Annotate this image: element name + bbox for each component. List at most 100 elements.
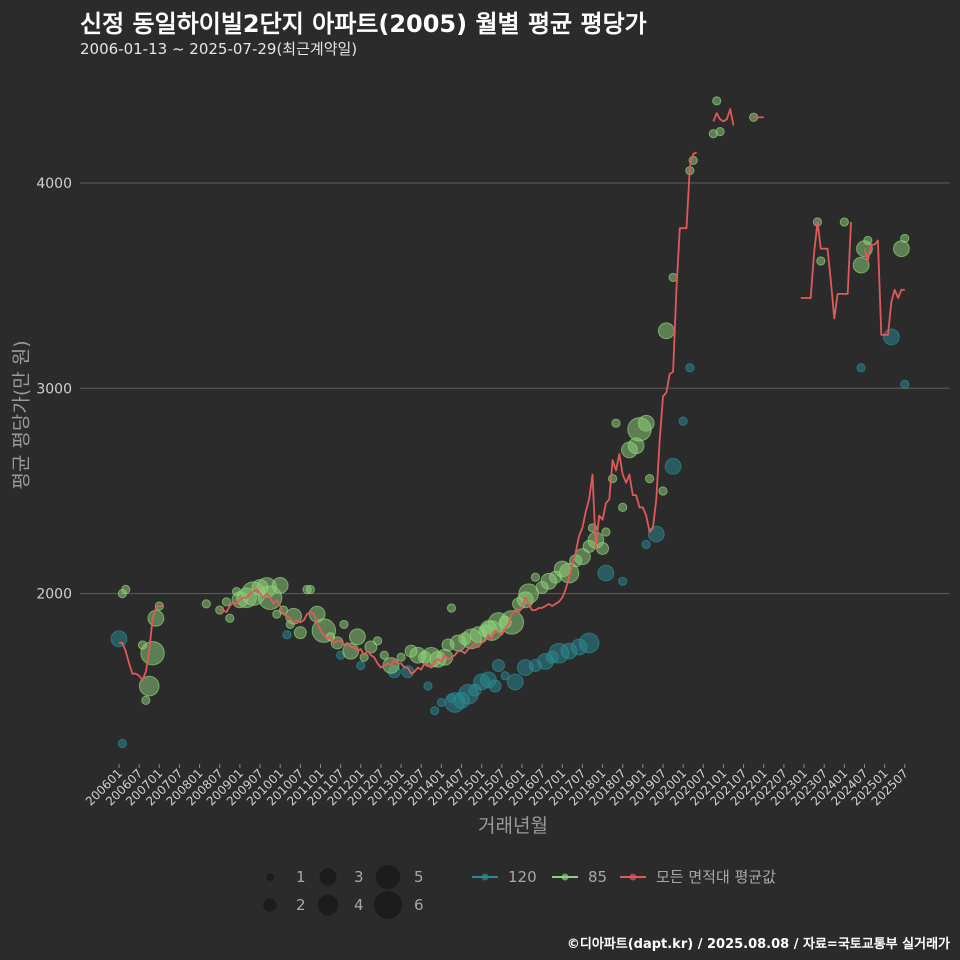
legend-size-circle: [263, 898, 277, 912]
point-85: [147, 609, 165, 627]
point-85: [396, 652, 406, 662]
chart-title: 신정 동일하이빌2단지 아파트(2005) 월별 평균 평당가: [80, 10, 647, 38]
y-tick-label: 2000: [36, 587, 72, 603]
y-axis-ticks: 2000 3000 4000: [36, 176, 72, 603]
point-120: [110, 630, 128, 648]
avg-line-segment: [119, 605, 163, 681]
point-85: [668, 272, 678, 283]
point-120: [500, 671, 510, 681]
point-120: [641, 539, 651, 549]
legend-marker: [481, 873, 489, 881]
point-85: [305, 584, 316, 595]
point-120: [900, 379, 910, 389]
point-120: [685, 363, 695, 373]
point-85: [349, 628, 366, 646]
point-120: [578, 632, 600, 654]
point-85: [658, 486, 668, 496]
avg-line-segment: [712, 108, 735, 126]
point-85: [121, 584, 131, 595]
point-85: [140, 640, 165, 666]
point-85: [271, 577, 289, 594]
series-120-points: [110, 328, 910, 749]
point-85: [611, 418, 621, 428]
avg-line-segment: [863, 239, 905, 336]
source-caption: ©디아파트(dapt.kr) / 2025.08.08 / 자료=국토교통부 실…: [566, 937, 950, 952]
x-axis-title: 거래년월: [478, 815, 548, 837]
y-tick-label: 4000: [36, 176, 72, 192]
point-85: [852, 256, 870, 274]
y-axis-title: 평균 평당가(만 원): [11, 340, 33, 489]
legend-marker: [561, 873, 569, 881]
point-85: [863, 235, 873, 246]
point-85: [379, 650, 389, 660]
point-85: [446, 603, 457, 613]
point-120: [597, 564, 615, 582]
point-120: [430, 706, 440, 716]
point-120: [647, 525, 665, 543]
point-120: [856, 363, 866, 373]
point-85: [618, 502, 628, 512]
legend-size-circle: [375, 864, 401, 890]
legend-size-circle: [317, 894, 339, 916]
point-85: [138, 675, 160, 697]
legend-size-label: 2: [296, 896, 306, 914]
point-85: [530, 572, 540, 582]
point-85: [657, 322, 675, 340]
legend-series-label: 120: [508, 868, 537, 886]
legend: 1 2 3 4 5 6 120 85 모든 면적대 평균값: [263, 864, 776, 919]
point-120: [506, 673, 524, 691]
point-85: [364, 640, 378, 654]
point-85: [518, 583, 539, 604]
point-85: [359, 652, 369, 662]
point-85: [712, 96, 722, 106]
point-85: [225, 613, 235, 623]
legend-marker: [629, 873, 637, 881]
point-85: [293, 626, 307, 640]
legend-series-label: 85: [588, 868, 607, 886]
avg-line-segment: [800, 221, 852, 320]
point-120: [491, 658, 505, 672]
point-120: [618, 576, 628, 586]
point-85: [644, 474, 655, 484]
point-120: [882, 328, 900, 346]
legend-size-label: 1: [296, 868, 306, 886]
point-85: [715, 127, 725, 137]
point-85: [900, 233, 910, 244]
legend-size-label: 4: [354, 896, 364, 914]
point-85: [637, 414, 655, 432]
point-120: [678, 416, 688, 426]
legend-size-label: 3: [354, 868, 364, 886]
point-120: [423, 681, 433, 691]
average-line: [119, 108, 905, 681]
legend-size-circle: [374, 891, 402, 919]
series-85-points: [117, 96, 910, 706]
y-tick-label: 3000: [36, 381, 72, 397]
point-85: [893, 240, 910, 258]
grid-lines: [80, 182, 950, 595]
point-85: [558, 562, 580, 584]
point-120: [488, 679, 502, 693]
point-120: [436, 697, 446, 708]
point-85: [608, 474, 618, 484]
x-axis-ticks: 2006012006072007012007072008012008072009…: [83, 764, 911, 809]
point-85: [596, 541, 610, 555]
point-85: [339, 619, 349, 630]
point-85: [141, 695, 151, 706]
point-120: [356, 660, 366, 671]
legend-size-circle: [266, 873, 274, 881]
point-85: [221, 597, 232, 607]
avg-line-segment: [219, 151, 698, 675]
legend-size-circle: [319, 868, 337, 886]
point-85: [601, 527, 611, 537]
point-85: [816, 256, 826, 266]
legend-size-label: 6: [414, 896, 424, 914]
legend-series-label: 모든 면적대 평균값: [656, 868, 776, 886]
point-120: [282, 630, 292, 640]
chart-subtitle: 2006-01-13 ~ 2025-07-29(최근계약일): [80, 40, 358, 58]
legend-size-label: 5: [414, 868, 424, 886]
point-120: [117, 738, 127, 749]
point-120: [664, 457, 682, 475]
point-85: [201, 599, 211, 609]
point-85: [839, 217, 849, 227]
